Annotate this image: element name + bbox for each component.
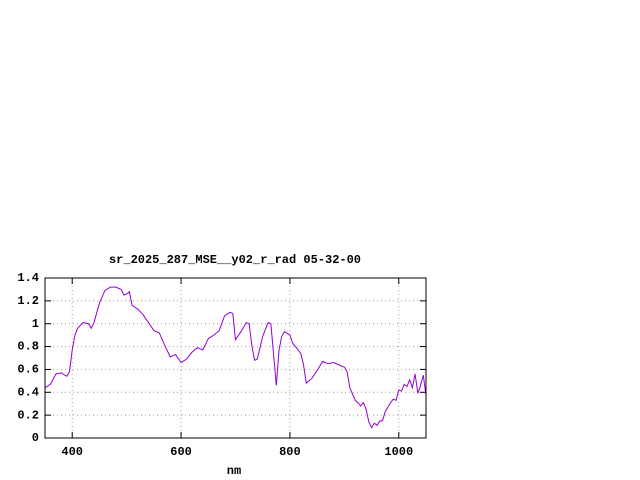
- y-tick-label: 0.2: [17, 408, 39, 422]
- plot-border: [44, 277, 427, 439]
- x-tick-label: 1000: [384, 445, 413, 459]
- chart-title: sr_2025_287_MSE__y02_r_rad 05-32-00: [109, 253, 361, 267]
- y-tick-label: 0.6: [17, 363, 39, 377]
- y-tick-label: 1.2: [17, 294, 39, 308]
- data-line: [44, 286, 427, 429]
- y-tick-label: 1.4: [17, 271, 39, 285]
- y-tick-label: 0.8: [17, 340, 39, 354]
- y-tick-label: 0: [32, 431, 39, 445]
- x-tick-label: 400: [61, 445, 83, 459]
- x-tick-label: 800: [279, 445, 301, 459]
- x-axis-label: nm: [227, 464, 241, 478]
- x-tick-label: 600: [170, 445, 192, 459]
- y-tick-label: 1: [32, 317, 39, 331]
- y-tick-label: 0.4: [17, 385, 39, 399]
